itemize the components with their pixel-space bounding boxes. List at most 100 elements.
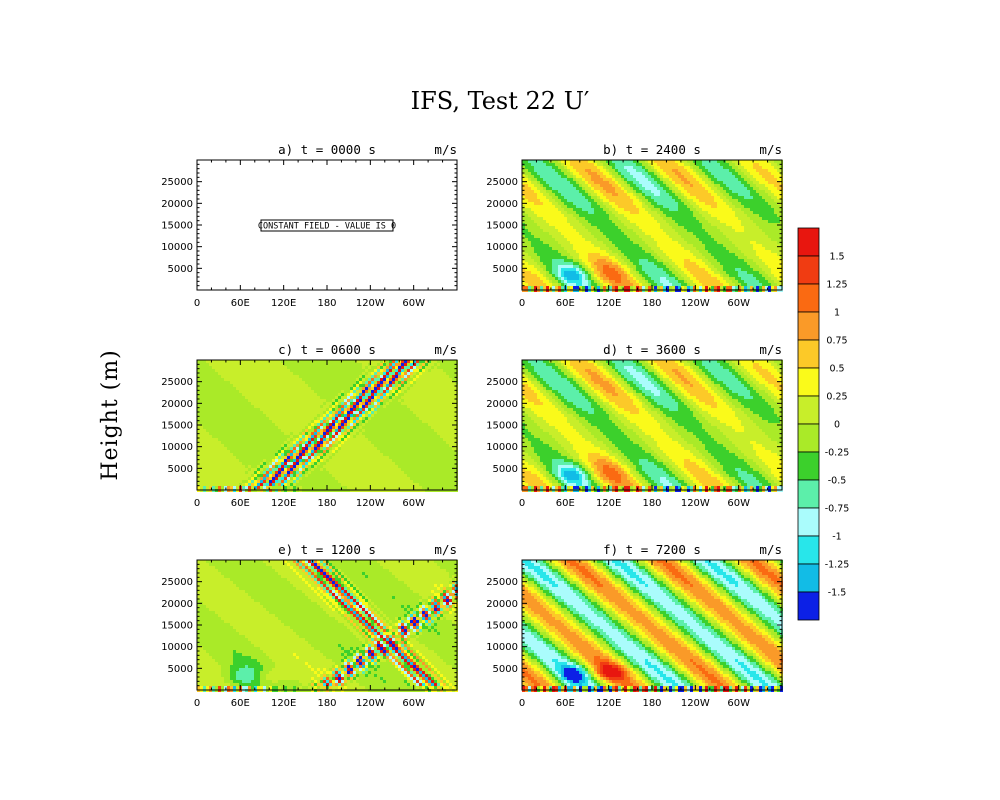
colorbar-segment	[797, 227, 820, 257]
colorbar-segment	[797, 535, 820, 565]
x-tick-label: 120W	[356, 298, 385, 309]
y-tick-label: 20000	[161, 199, 193, 210]
colorbar-segment	[797, 479, 820, 509]
panel-e: e) t = 1200 s m/s 5000 10000 15000 20000 25000…	[161, 542, 458, 709]
colorbar-segment	[797, 255, 820, 285]
panel-title: a) t = 0000 s	[278, 142, 376, 157]
contour-fill	[522, 160, 783, 292]
y-tick-label: 10000	[161, 442, 193, 453]
x-tick-label: 0	[194, 298, 200, 309]
figure-title: IFS, Test 22 U′	[411, 87, 590, 115]
x-tick-label: 120W	[356, 698, 385, 709]
panel-title: f) t = 7200 s	[603, 542, 701, 557]
y-tick-label: 5000	[493, 664, 518, 675]
x-tick-label: 60E	[556, 298, 575, 309]
y-tick-label: 15000	[486, 221, 518, 232]
y-tick-label: 15000	[486, 621, 518, 632]
panel-f: f) t = 7200 s m/s 5000 10000 15000 20000 25000…	[486, 542, 783, 709]
panel-title: e) t = 1200 s	[278, 542, 376, 557]
y-axis-label: Height (m)	[98, 349, 123, 480]
colorbar-label: 1.25	[826, 280, 847, 291]
y-tick-label: 5000	[168, 464, 193, 475]
x-tick-label: 120E	[596, 298, 621, 309]
x-tick-label: 60W	[727, 498, 750, 509]
colorbar-segment	[797, 367, 820, 397]
panel-title: d) t = 3600 s	[603, 342, 701, 357]
y-tick-label: 15000	[161, 421, 193, 432]
y-tick-label: 15000	[161, 621, 193, 632]
colorbar-segment	[797, 507, 820, 537]
y-tick-label: 5000	[168, 264, 193, 275]
x-tick-label: 60E	[231, 298, 250, 309]
y-tick-label: 5000	[493, 264, 518, 275]
x-tick-label: 60E	[231, 498, 250, 509]
colorbar-label: -1	[832, 532, 841, 543]
x-tick-label: 60E	[556, 698, 575, 709]
constant-field-box	[260, 219, 394, 232]
colorbar-segment	[797, 563, 820, 593]
y-tick-label: 10000	[161, 242, 193, 253]
y-tick-label: 5000	[168, 664, 193, 675]
y-tick-label: 10000	[486, 442, 518, 453]
colorbar-label: -1.25	[825, 560, 850, 571]
colorbar-segment	[797, 451, 820, 481]
panel-units: m/s	[434, 542, 457, 557]
x-tick-label: 60W	[402, 498, 425, 509]
panel-a: a) t = 0000 s m/s CONSTANT FIELD - VALUE I…	[161, 142, 458, 309]
x-tick-label: 60W	[727, 298, 750, 309]
panel-units: m/s	[759, 542, 782, 557]
x-tick-label: 60E	[231, 698, 250, 709]
colorbar-label: 1.5	[829, 252, 844, 263]
y-tick-label: 25000	[161, 177, 193, 188]
x-tick-label: 60W	[727, 698, 750, 709]
x-tick-label: 60E	[556, 498, 575, 509]
y-tick-label: 5000	[493, 464, 518, 475]
y-tick-label: 20000	[486, 599, 518, 610]
panel-title: b) t = 2400 s	[603, 142, 701, 157]
panel-b: b) t = 2400 s m/s 5000 10000 15000 20000 25000…	[486, 142, 783, 309]
x-tick-label: 120E	[596, 698, 621, 709]
y-tick-label: 15000	[161, 221, 193, 232]
colorbar-label: 0.25	[826, 392, 847, 403]
x-tick-label: 180	[317, 298, 336, 309]
contour-fill	[522, 560, 783, 692]
panel-c: c) t = 0600 s m/s 5000 10000 15000 20000 25000…	[161, 342, 458, 509]
y-tick-label: 20000	[486, 199, 518, 210]
x-tick-label: 60W	[402, 698, 425, 709]
x-tick-label: 120E	[271, 298, 296, 309]
colorbar-label: -0.75	[825, 504, 850, 515]
panel-units: m/s	[759, 142, 782, 157]
colorbar-label: -1.5	[828, 588, 847, 599]
y-tick-label: 25000	[161, 577, 193, 588]
colorbar-label: 1	[834, 308, 840, 319]
colorbar-segment	[797, 339, 820, 369]
x-tick-label: 120E	[596, 498, 621, 509]
colorbar-segment	[797, 283, 820, 313]
panel-d: d) t = 3600 s m/s 5000 10000 15000 20000 25000…	[486, 342, 783, 509]
x-tick-label: 120W	[681, 298, 710, 309]
x-tick-label: 180	[642, 498, 661, 509]
colorbar: 1.5 1.25 1 0.75 0.5 0.25 0 -0.25 -0.5 -0.75 -1 -1.2…	[797, 227, 850, 621]
panel-title: c) t = 0600 s	[278, 342, 376, 357]
colorbar-label: -0.5	[828, 476, 847, 487]
x-tick-label: 0	[194, 498, 200, 509]
panel-units: m/s	[759, 342, 782, 357]
y-tick-label: 25000	[161, 377, 193, 388]
x-tick-label: 120E	[271, 498, 296, 509]
x-tick-label: 180	[642, 298, 661, 309]
y-tick-label: 10000	[486, 242, 518, 253]
panel-units: m/s	[434, 142, 457, 157]
x-tick-label: 180	[317, 698, 336, 709]
x-tick-label: 120W	[356, 498, 385, 509]
y-tick-label: 10000	[161, 642, 193, 653]
contour-fill	[522, 360, 783, 492]
contour-fill	[197, 560, 458, 692]
x-tick-label: 120W	[681, 498, 710, 509]
panel-grid: a) t = 0000 s m/s CONSTANT FIELD - VALUE I…	[161, 142, 783, 709]
y-tick-label: 15000	[486, 421, 518, 432]
x-tick-label: 60W	[402, 298, 425, 309]
colorbar-label: 0.5	[829, 364, 844, 375]
y-tick-label: 20000	[486, 399, 518, 410]
x-tick-label: 120W	[681, 698, 710, 709]
